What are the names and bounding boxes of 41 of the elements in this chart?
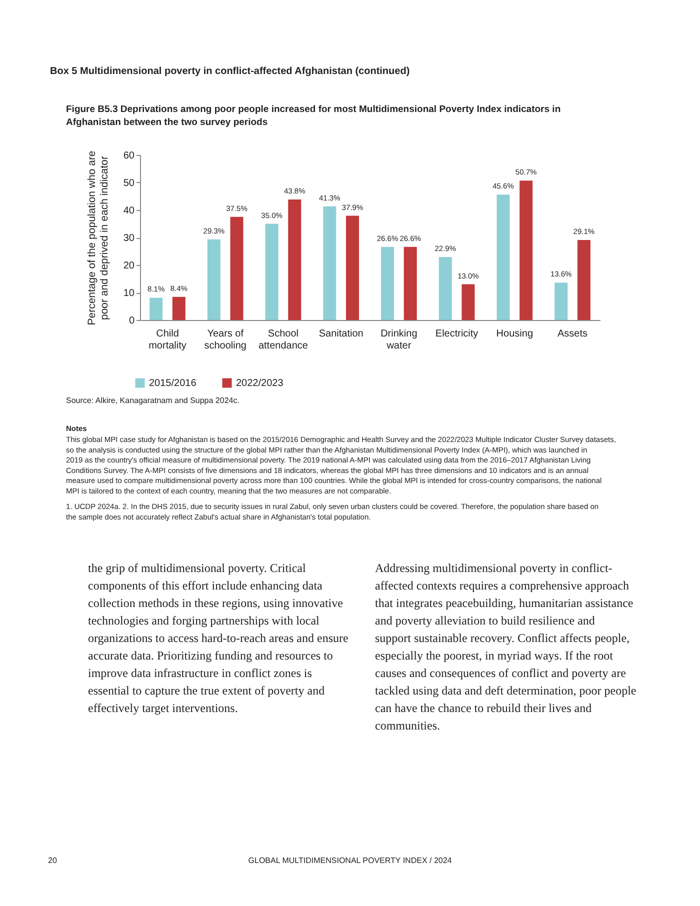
bar: [288, 200, 302, 320]
y-tick-label: 0: [128, 316, 135, 326]
bar: [230, 216, 244, 320]
x-tick-label: Drinking water: [380, 328, 418, 352]
text: Addressing multidimensional poverty in conflict-affected contexts requires a comprehensive approach that integrates peacebuilding, humanitarian assistance and poverty alleviation to build resilience and support sustainable recovery. Conflict affects people, especially the poorest, in myriad ways. If the root causes and consequences of conflict and poverty are tackled using data and deft determination, poor people can have the chance to rebuild their lives and communities.: [375, 561, 636, 732]
text: the grip of multidimensional poverty. Critical components of this effort include enhancing data collection methods in these regions, using innovative technologies and forging partnerships with local organizations to access hard-to-reach areas and ensure accurate data. Prioritizing funding and resources to improve data infrastructure in conflict zones is essential to capture the true extent of poverty and effectively target interventions.: [88, 561, 348, 715]
bar: [207, 239, 220, 320]
legend-label: 2022/2023: [236, 378, 284, 389]
y-tick-label: 30: [123, 233, 135, 244]
y-tick-label: 10: [123, 288, 135, 299]
text: Box 5 Multidimensional poverty in conflict-affected Afghanistan (continued): [50, 66, 410, 77]
bar: [438, 257, 452, 320]
y-tick-label: 20: [123, 260, 135, 272]
bar: [381, 246, 394, 320]
x-tick-label: School attendance: [258, 328, 308, 352]
bar: [462, 284, 475, 320]
x-tick-label: Child mortality: [148, 328, 186, 352]
x-tick-label: Assets: [558, 328, 588, 340]
bar: [172, 296, 186, 320]
y-axis-title: Percentage of the population who are poor and deprived in each indicator: [86, 150, 110, 326]
chart-title: Figure B5.3 Deprivations among poor people increased for most Multidimensional Poverty Index indicators in Afghanistan between the two survey periods: [66, 104, 561, 128]
bar: [265, 224, 278, 320]
y-tick-label: 60: [123, 150, 135, 162]
source-note: Source: Alkire, Kanagaratnam and Suppa 2024c.: [66, 396, 240, 405]
y-tick-label: 50: [123, 178, 135, 189]
bar: [150, 298, 163, 320]
y-tick-label: 40: [123, 206, 135, 216]
bar: [496, 194, 510, 320]
bar: [554, 282, 568, 320]
bar: [577, 240, 590, 320]
bar: [404, 246, 417, 320]
x-tick-label: Electricity: [435, 328, 478, 340]
legend-label: 2015/2016: [149, 378, 197, 389]
text: GLOBAL MULTIDIMENSIONAL POVERTY INDEX / 2024: [248, 856, 452, 865]
x-tick-label: Sanitation: [318, 328, 364, 340]
x-tick-label: Housing: [496, 328, 534, 340]
x-tick-label: Years of schooling: [204, 328, 246, 352]
text: 20: [48, 856, 58, 865]
bar: [346, 216, 359, 320]
bar: [520, 180, 533, 320]
bar: [323, 206, 336, 320]
